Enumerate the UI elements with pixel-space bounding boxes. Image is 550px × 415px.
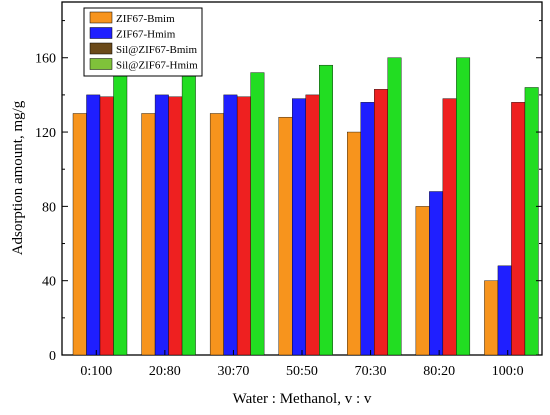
bar-zif67-bmim-30-70 — [209, 113, 224, 356]
legend: ZIF67-Bmim ZIF67-Hmim Sil@ZIF67-Bmim Sil@ZI… — [83, 7, 203, 77]
legend-swatch-2 — [89, 42, 113, 55]
y-tick-label-160: 160 — [35, 52, 56, 67]
bar-zif67-hmim-20-80 — [154, 94, 169, 356]
legend-label-1: ZIF67-Hmim — [116, 29, 176, 41]
x-tick-label-20-80: 20:80 — [149, 364, 181, 379]
bar-sil-zif67-hmim-20-80 — [181, 72, 196, 356]
bar-sil-zif67-bmim-20-80 — [168, 96, 183, 356]
bar-zif67-hmim-30-70 — [223, 94, 238, 356]
bar-sil-zif67-bmim-100-0 — [511, 102, 526, 356]
y-tick-label-120: 120 — [35, 126, 56, 141]
legend-swatch-3 — [89, 58, 113, 70]
legend-label-0: ZIF67-Bmim — [116, 13, 175, 25]
legend-swatch-1 — [89, 27, 113, 39]
x-tick-label-80-20: 80:20 — [423, 364, 455, 379]
bar-zif67-hmim-50-50 — [292, 98, 306, 356]
y-tick-label-0: 0 — [49, 349, 56, 364]
bar-sil-zif67-hmim-0-100 — [113, 72, 128, 356]
bar-zif67-hmim-80-20 — [429, 191, 444, 356]
bar-sil-zif67-hmim-70-30 — [387, 57, 402, 356]
bar-sil-zif67-hmim-80-20 — [456, 57, 471, 356]
x-tick-label-30-70: 30:70 — [217, 364, 249, 379]
y-axis-title: Adsorption amount, mg/g — [10, 100, 26, 255]
x-tick-label-50-50: 50:50 — [286, 364, 318, 379]
y-tick-label-40: 40 — [42, 275, 56, 290]
bar-sil-zif67-hmim-50-50 — [319, 64, 333, 356]
legend-label-2: Sil@ZIF67-Bmim — [116, 44, 197, 56]
bar-sil-zif67-bmim-0-100 — [99, 96, 114, 356]
bar-zif67-hmim-70-30 — [360, 102, 375, 356]
x-tick-label-0-100: 0:100 — [80, 364, 112, 379]
bar-zif67-hmim-0-100 — [86, 94, 101, 356]
bar-sil-zif67-bmim-80-20 — [442, 98, 457, 356]
y-tick-label-80: 80 — [42, 200, 56, 215]
x-axis-title: Water : Methanol, v : v — [233, 391, 372, 407]
ticks-layer: 0 40 80 120 160 0:100 20:80 30:70 50:50 70:30 80:2… — [35, 20, 542, 379]
bars-layer — [72, 57, 539, 356]
bar-sil-zif67-hmim-100-0 — [524, 87, 539, 356]
bar-zif67-bmim-20-80 — [141, 113, 156, 356]
bar-zif67-hmim-100-0 — [497, 265, 512, 356]
x-tick-label-70-30: 70:30 — [355, 364, 387, 379]
bar-sil-zif67-hmim-30-70 — [250, 72, 265, 356]
bar-zif67-bmim-50-50 — [278, 116, 293, 356]
bar-sil-zif67-bmim-30-70 — [236, 96, 251, 356]
bar-zif67-bmim-100-0 — [484, 280, 499, 356]
x-tick-label-100-0: 100:0 — [492, 364, 524, 379]
bar-sil-zif67-bmim-50-50 — [305, 94, 320, 356]
bar-zif67-bmim-80-20 — [415, 206, 430, 356]
bar-zif67-bmim-0-100 — [72, 113, 87, 356]
bar-sil-zif67-bmim-70-30 — [374, 89, 388, 356]
legend-label-3: Sil@ZIF67-Hmim — [116, 60, 198, 72]
legend-swatch-0 — [89, 11, 113, 24]
bar-zif67-bmim-70-30 — [347, 131, 361, 356]
